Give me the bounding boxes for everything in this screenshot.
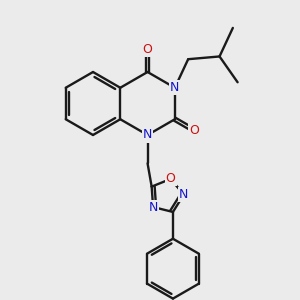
Text: N: N: [143, 128, 152, 142]
Text: O: O: [142, 43, 152, 56]
Text: O: O: [166, 172, 176, 185]
Text: N: N: [170, 81, 179, 94]
Text: O: O: [189, 124, 199, 137]
Text: N: N: [148, 200, 158, 214]
Text: N: N: [179, 188, 188, 201]
